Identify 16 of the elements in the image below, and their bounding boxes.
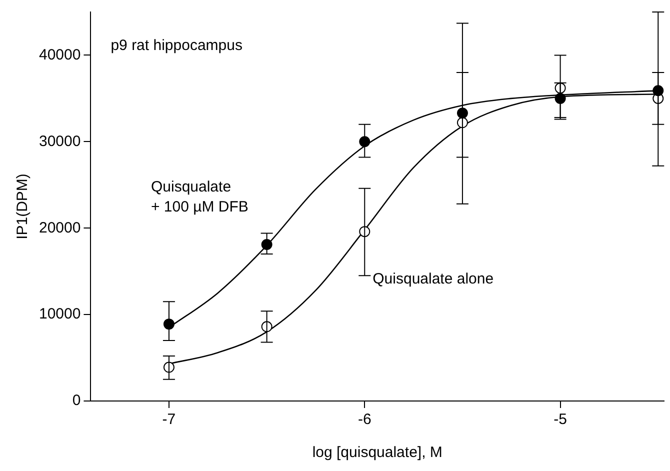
y-axis-title: IP1(DPM) — [14, 174, 32, 240]
annotation: p9 rat hippocampus — [110, 37, 242, 54]
y-tick-label: 0 — [72, 392, 81, 410]
x-tick-label: -5 — [554, 411, 567, 428]
x-tick-label: -7 — [162, 411, 176, 428]
y-tick-label: 20000 — [38, 219, 81, 236]
x-axis-title: log [quisqualate], M — [312, 444, 442, 462]
series-label: Quisqualate + 100 µM DFB — [150, 178, 248, 216]
y-tick-label: 30000 — [38, 132, 81, 150]
y-tick-label: 40000 — [38, 46, 81, 64]
point — [359, 136, 370, 148]
x-tick-label: -6 — [358, 411, 372, 428]
point — [163, 318, 174, 330]
point — [456, 108, 468, 119]
y-tick-label: 10000 — [38, 306, 81, 323]
text: Quisqualate alone — [372, 270, 494, 288]
